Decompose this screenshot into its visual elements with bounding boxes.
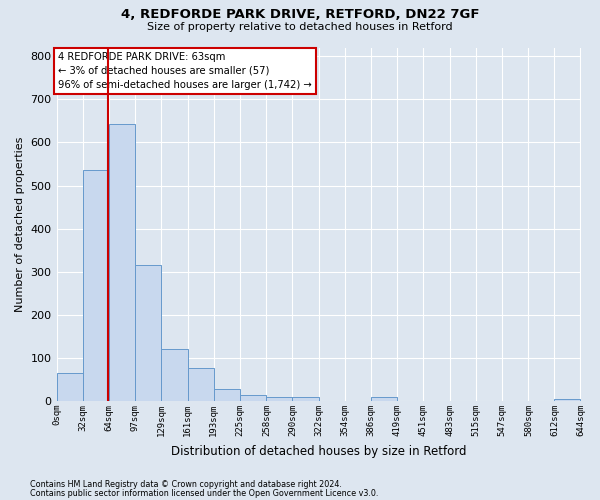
Bar (83, 170, 109, 401)
Text: 4 REDFORDE PARK DRIVE: 63sqm
← 3% of detached houses are smaller (57)
96% of sem: 4 REDFORDE PARK DRIVE: 63sqm ← 3% of det… (58, 52, 312, 90)
Bar (554, 398, 580, 401)
Bar (371, 398, 397, 401)
Text: Contains HM Land Registry data © Crown copyright and database right 2024.: Contains HM Land Registry data © Crown c… (30, 480, 342, 489)
Text: Contains public sector information licensed under the Open Government Licence v3: Contains public sector information licen… (30, 488, 379, 498)
X-axis label: Distribution of detached houses by size in Retford: Distribution of detached houses by size … (171, 444, 466, 458)
Y-axis label: Number of detached properties: Number of detached properties (15, 136, 25, 312)
Bar (214, 389, 239, 401)
Bar (239, 395, 266, 401)
Bar (109, 124, 136, 401)
Bar (188, 368, 214, 401)
Bar (136, 265, 161, 401)
Bar (161, 350, 188, 401)
Bar (56, 373, 83, 401)
Text: Size of property relative to detached houses in Retford: Size of property relative to detached ho… (147, 22, 453, 32)
Bar (292, 397, 319, 401)
Bar (266, 397, 292, 401)
Text: 4, REDFORDE PARK DRIVE, RETFORD, DN22 7GF: 4, REDFORDE PARK DRIVE, RETFORD, DN22 7G… (121, 8, 479, 20)
